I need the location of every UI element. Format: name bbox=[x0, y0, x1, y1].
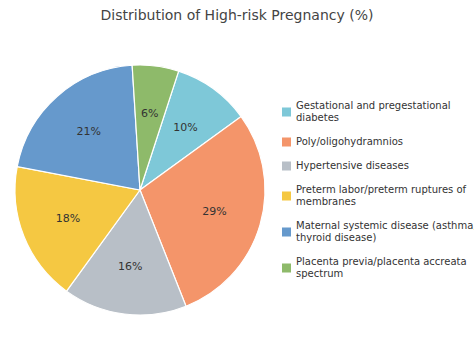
data-label: 21% bbox=[77, 125, 101, 138]
data-label: 10% bbox=[173, 121, 197, 134]
data-label: 29% bbox=[202, 205, 226, 218]
legend-item: Poly/oligohydramnios bbox=[282, 136, 403, 147]
legend-swatch bbox=[282, 108, 291, 117]
legend-label-line: Hypertensive diseases bbox=[296, 160, 409, 171]
legend-label-line: membranes bbox=[296, 196, 356, 207]
legend-label-line: Maternal systemic disease (asthma, bbox=[296, 220, 474, 231]
legend: Gestational and pregestationaldiabetes Po… bbox=[282, 100, 474, 279]
legend-swatch bbox=[282, 138, 291, 147]
legend-label-line: thyroid disease) bbox=[296, 232, 376, 243]
slice bbox=[132, 65, 178, 190]
legend-label-line: Preterm labor/preterm ruptures of bbox=[296, 184, 467, 195]
legend-label: Preterm labor/preterm ruptures ofmembran… bbox=[296, 184, 467, 207]
legend-label: Placenta previa/placenta accreataspectru… bbox=[296, 256, 467, 279]
legend-item: Preterm labor/preterm ruptures ofmembran… bbox=[282, 184, 467, 207]
data-label: 16% bbox=[118, 260, 142, 273]
data-labels: 10% 29% 16% 18% 21% 6% bbox=[56, 107, 227, 274]
legend-label-line: Placenta previa/placenta accreata bbox=[296, 256, 467, 267]
legend-item: Placenta previa/placenta accreataspectru… bbox=[282, 256, 467, 279]
pie bbox=[15, 65, 265, 315]
slice bbox=[17, 65, 140, 190]
legend-item: Gestational and pregestationaldiabetes bbox=[282, 100, 451, 123]
legend-swatch bbox=[282, 162, 291, 171]
legend-label: Hypertensive diseases bbox=[296, 160, 409, 171]
chart: Distribution of High-risk Pregnancy (%) 1… bbox=[0, 0, 474, 348]
legend-label: Poly/oligohydramnios bbox=[296, 136, 403, 147]
legend-label-line: Poly/oligohydramnios bbox=[296, 136, 403, 147]
legend-item: Hypertensive diseases bbox=[282, 160, 409, 171]
legend-label-line: diabetes bbox=[296, 112, 339, 123]
legend-label: Gestational and pregestationaldiabetes bbox=[296, 100, 451, 123]
legend-label-line: Gestational and pregestational bbox=[296, 100, 451, 111]
legend-swatch bbox=[282, 228, 291, 237]
legend-swatch bbox=[282, 192, 291, 201]
legend-swatch bbox=[282, 264, 291, 273]
legend-label-line: spectrum bbox=[296, 268, 343, 279]
legend-item: Maternal systemic disease (asthma,thyroi… bbox=[282, 220, 474, 243]
title: Distribution of High-risk Pregnancy (%) bbox=[101, 7, 374, 23]
data-label: 18% bbox=[56, 212, 80, 225]
legend-label: Maternal systemic disease (asthma,thyroi… bbox=[296, 220, 474, 243]
data-label: 6% bbox=[141, 107, 158, 120]
